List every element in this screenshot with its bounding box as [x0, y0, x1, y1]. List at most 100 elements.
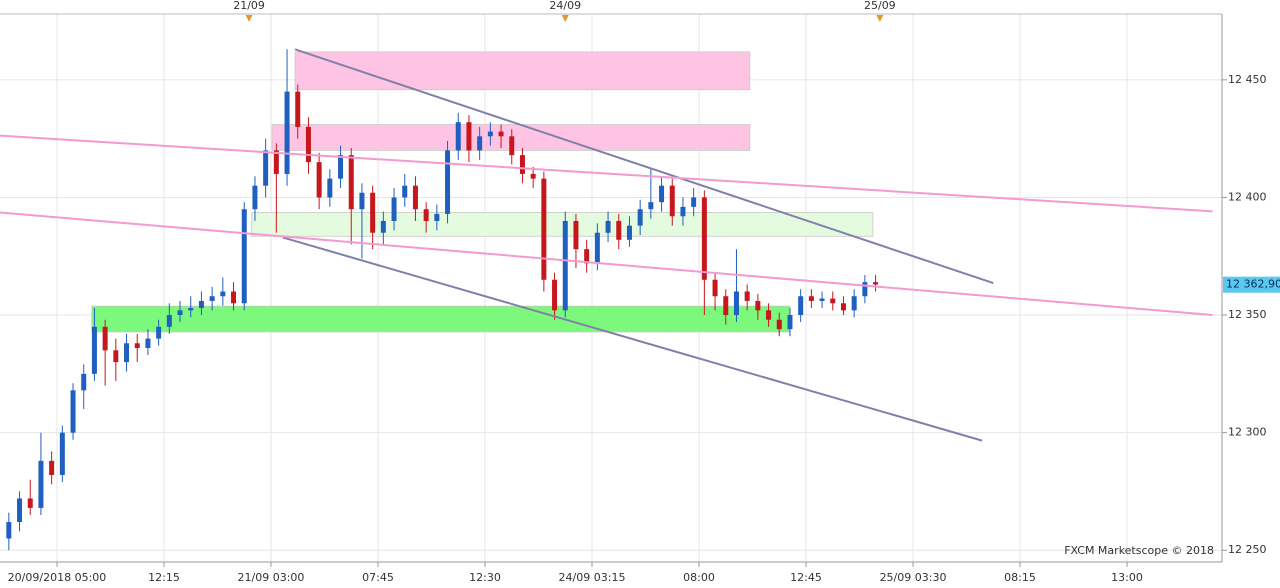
candle-body — [91, 326, 97, 374]
candle-body — [605, 220, 611, 233]
candle-body — [220, 291, 226, 297]
trend-line — [282, 236, 983, 442]
candle-body — [509, 136, 515, 156]
date-marker — [561, 15, 569, 22]
x-tick-label: 21/09 03:00 — [238, 571, 305, 584]
candle-body — [680, 206, 686, 217]
candle-body — [487, 131, 493, 137]
x-tick-label: 12:30 — [469, 571, 501, 584]
candle-body — [209, 296, 215, 301]
candle-body — [519, 155, 525, 174]
x-tick-label: 25/09 03:30 — [880, 571, 947, 584]
candle-body — [766, 310, 772, 320]
candle-body — [327, 178, 333, 198]
y-tick-label: 12 400 — [1228, 190, 1267, 203]
trend-line — [294, 48, 994, 285]
candle-body — [102, 326, 108, 351]
zone — [251, 212, 874, 237]
candle-body — [733, 291, 739, 316]
candle-body — [873, 282, 879, 285]
candle-body — [701, 197, 707, 280]
candle-body — [637, 209, 643, 226]
candle-body — [573, 220, 579, 250]
candle-body — [273, 150, 279, 174]
current-price-box — [1223, 276, 1280, 293]
candle-body — [49, 460, 55, 475]
candle-body — [156, 326, 162, 339]
x-tick-label: 13:00 — [1111, 571, 1143, 584]
date-marker — [245, 15, 253, 22]
candle-body — [166, 315, 172, 327]
x-tick-label: 07:45 — [362, 571, 394, 584]
candle-body — [648, 202, 654, 210]
candle-body — [423, 209, 429, 221]
candle-body — [188, 307, 194, 311]
candle-body — [70, 390, 76, 433]
x-tick-label: 08:15 — [1004, 571, 1036, 584]
candle-body — [744, 291, 750, 301]
candle-body — [808, 296, 814, 301]
candle-body — [316, 162, 322, 198]
candle-body — [669, 185, 675, 217]
candles — [6, 49, 879, 551]
candle-body — [552, 279, 558, 311]
candle-body — [284, 91, 290, 174]
date-marker — [876, 15, 884, 22]
candle-body — [252, 185, 258, 210]
x-tick-label: 12:15 — [148, 571, 180, 584]
candle-body — [145, 338, 151, 348]
candle-body — [541, 178, 547, 280]
zone — [91, 305, 791, 333]
candle-body — [348, 155, 354, 210]
candle-body — [134, 343, 140, 348]
trend-line — [0, 211, 1213, 317]
candle-body — [412, 185, 418, 210]
x-tick-label: 12:45 — [790, 571, 822, 584]
candle-body — [27, 498, 33, 508]
candle-body — [498, 131, 504, 137]
candle-body — [723, 296, 729, 316]
candle-body — [851, 296, 857, 311]
zone — [294, 51, 751, 91]
candle-body — [445, 150, 451, 214]
candle-body — [755, 300, 761, 311]
candle-body — [402, 185, 408, 198]
candle-body — [455, 122, 461, 151]
candle-body — [594, 232, 600, 264]
candle-body — [659, 185, 665, 203]
watermark: FXCM Marketscope © 2018 — [1064, 544, 1214, 557]
candle-body — [798, 296, 804, 316]
candle-body — [305, 126, 311, 163]
candle-body — [626, 225, 632, 240]
candle-body — [562, 220, 568, 311]
candle-body — [616, 220, 622, 240]
candle-body — [59, 432, 65, 475]
candle-body — [113, 350, 119, 363]
x-tick-label: 08:00 — [683, 571, 715, 584]
candle-body — [370, 192, 376, 233]
candle-body — [241, 209, 247, 304]
candle-body — [776, 319, 782, 330]
y-tick-label: 12 300 — [1228, 426, 1267, 439]
candle-body — [862, 282, 868, 297]
y-tick-label: 12 350 — [1228, 308, 1267, 321]
candle-body — [477, 136, 483, 151]
candle-body — [177, 310, 183, 316]
candle-body — [712, 279, 718, 297]
candle-body — [295, 91, 301, 127]
candle-body — [6, 522, 12, 539]
candle-body — [359, 192, 365, 210]
x-tick-label: 20/09/2018 05:00 — [8, 571, 107, 584]
candle-body — [530, 173, 536, 179]
candle-body — [691, 197, 697, 207]
candle-body — [81, 373, 87, 391]
candle-body — [263, 150, 269, 186]
overlays — [91, 51, 874, 333]
candle-body — [17, 498, 23, 523]
candle-body — [787, 315, 793, 330]
candle-body — [840, 303, 846, 311]
date-marker-label: 21/09 — [233, 0, 265, 12]
candle-body — [198, 300, 204, 308]
